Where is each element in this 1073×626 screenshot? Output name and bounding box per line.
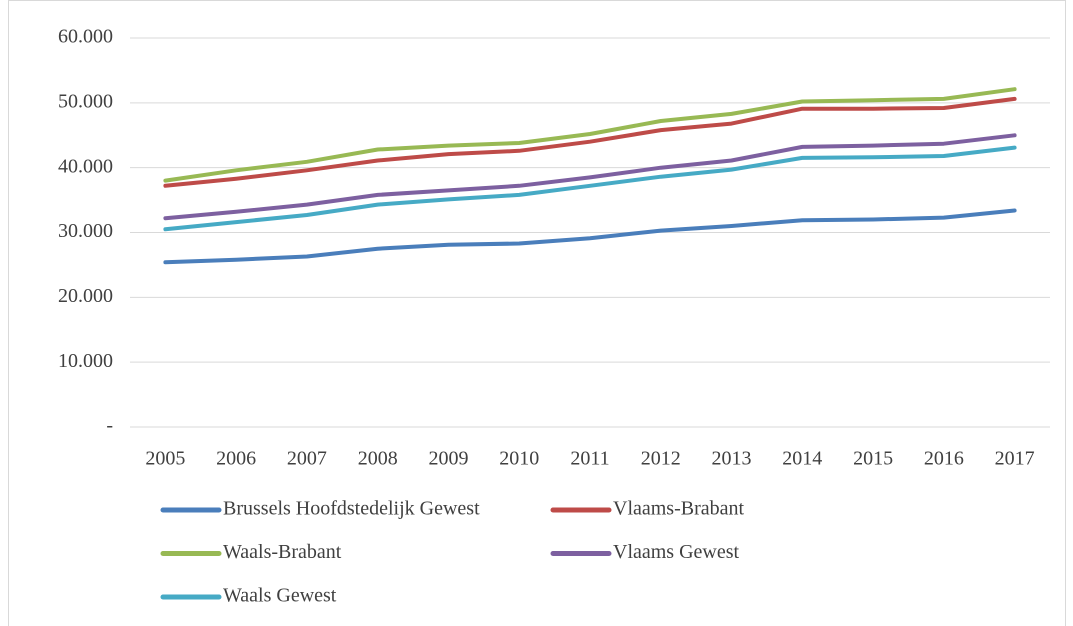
legend-label: Waals-Brabant: [223, 541, 342, 563]
legend-label: Brussels Hoofdstedelijk Gewest: [223, 498, 480, 520]
x-tick-label: 2007: [287, 448, 327, 470]
y-tick-label: -: [106, 415, 113, 437]
series-line: [163, 208, 1017, 265]
x-tick-label: 2016: [924, 448, 964, 470]
series-line: [163, 87, 1017, 183]
legend-label: Vlaams Gewest: [613, 541, 740, 563]
y-tick-label: 50.000: [58, 90, 113, 112]
series-line: [163, 133, 1017, 221]
x-tick-label: 2006: [216, 448, 256, 470]
x-tick-label: 2011: [570, 448, 609, 470]
chart-border: [8, 0, 1066, 626]
x-tick-label: 2015: [853, 448, 893, 470]
y-tick-label: 60.000: [58, 26, 113, 48]
legend-label: Vlaams-Brabant: [613, 498, 745, 520]
x-tick-label: 2013: [712, 448, 752, 470]
y-tick-label: 20.000: [58, 285, 113, 307]
x-tick-label: 2010: [499, 448, 539, 470]
x-tick-label: 2017: [995, 448, 1035, 470]
x-tick-label: 2009: [428, 448, 468, 470]
x-tick-label: 2014: [782, 448, 822, 470]
y-tick-label: 10.000: [58, 350, 113, 372]
series-line: [163, 145, 1017, 232]
legend-label: Waals Gewest: [223, 585, 337, 607]
y-tick-label: 40.000: [58, 155, 113, 177]
x-tick-label: 2008: [358, 448, 398, 470]
y-tick-label: 30.000: [58, 220, 113, 242]
series-line: [163, 96, 1017, 188]
x-tick-label: 2012: [641, 448, 681, 470]
x-tick-label: 2005: [145, 448, 185, 470]
